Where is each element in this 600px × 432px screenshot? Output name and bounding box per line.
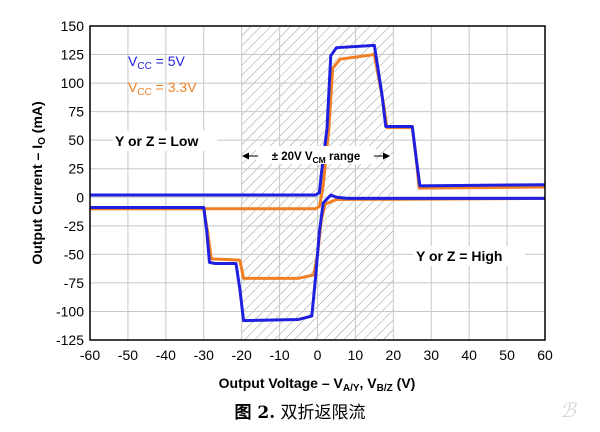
y-tick-label: 50 <box>68 132 84 148</box>
y-tick-label: 125 <box>61 47 85 63</box>
y-tick-label: -75 <box>64 275 84 291</box>
y-tick-label: 25 <box>68 161 84 177</box>
series-line-vcc-5v-low <box>90 43 545 197</box>
y-axis-title: Output Current – IO (mA) <box>29 101 48 264</box>
watermark-logo: ℬ <box>560 398 576 422</box>
y-tick-label: 150 <box>61 18 85 34</box>
y-tick-label: 0 <box>76 189 84 205</box>
y-tick-label: 100 <box>61 75 85 91</box>
x-tick-labels: -60 -50 -40 -30 -20 -10 0 10 20 30 40 50 60 <box>80 347 553 363</box>
x-tick-label: 10 <box>348 347 364 363</box>
series-group <box>90 43 545 323</box>
legend: VCC = 5V VCC = 3.3V <box>128 53 197 98</box>
annotation-high-bg <box>413 246 525 266</box>
figure-caption: 图 2. 双折返限流 <box>0 398 600 423</box>
x-tick-label: 0 <box>314 347 322 363</box>
vcm-range-label: ± 20V VCM range <box>272 151 361 165</box>
y-tick-label: -50 <box>64 246 84 262</box>
y-tick-label: 75 <box>68 104 84 120</box>
annotation-y-or-z-low: Y or Z = Low <box>115 133 198 149</box>
y-tick-label: -125 <box>56 332 84 348</box>
y-tick-label: -25 <box>64 218 84 234</box>
x-tick-label: 30 <box>423 347 439 363</box>
x-tick-label: -20 <box>232 347 252 363</box>
x-tick-label: -30 <box>194 347 214 363</box>
x-tick-label: -40 <box>156 347 176 363</box>
x-tick-label: 50 <box>499 347 515 363</box>
legend-entry-vcc-5v: VCC = 5V <box>128 53 186 72</box>
vcm-range-arrowhead-left <box>242 152 249 160</box>
x-tick-label: 60 <box>537 347 553 363</box>
figure-caption-label: 图 2. <box>234 403 276 423</box>
legend-entry-vcc-3v3: VCC = 3.3V <box>128 79 197 98</box>
output-current-chart: -60 -50 -40 -30 -20 -10 0 10 20 30 40 50 60 -125-100… <box>29 18 553 394</box>
annotation-low-bg <box>113 131 217 151</box>
plot-border <box>89 25 546 341</box>
x-tick-label: -50 <box>118 347 138 363</box>
vcm-range-arrowhead-right <box>383 152 390 160</box>
x-axis-title: Output Voltage – VA/Y, VB/Z (V) <box>219 375 416 394</box>
annotation-y-or-z-high: Y or Z = High <box>416 248 502 264</box>
figure-caption-text: 双折返限流 <box>280 403 366 423</box>
series-line-vcc-5v-high <box>90 193 545 323</box>
y-tick-labels: -125 -100 -75 -50 -25 0 25 50 75 100 125 150 <box>56 18 84 348</box>
vcm-range-label-bg <box>256 146 376 164</box>
x-tick-label: 40 <box>461 347 477 363</box>
x-tick-label: -10 <box>269 347 289 363</box>
x-tick-label: 20 <box>386 347 402 363</box>
y-tick-label: -100 <box>56 303 84 319</box>
x-tick-label: -60 <box>80 347 100 363</box>
